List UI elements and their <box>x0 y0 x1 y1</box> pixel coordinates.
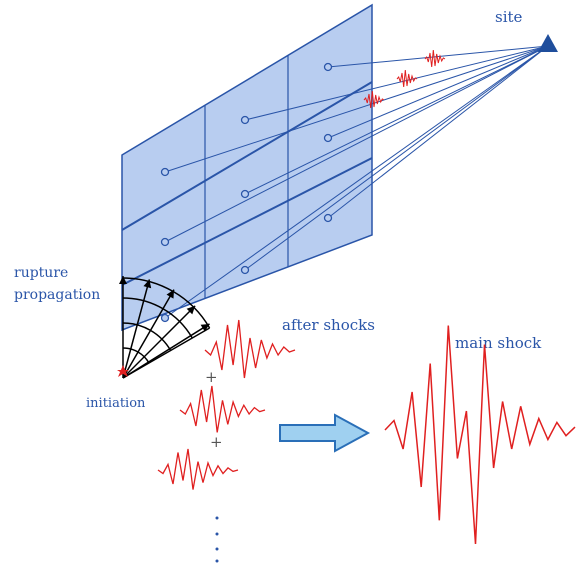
arrow <box>280 415 368 451</box>
waveform <box>425 50 445 67</box>
diagram: site rupture propagation initiation afte… <box>0 0 582 566</box>
main-shock-label: main shock <box>455 334 542 352</box>
plus-sign: + <box>210 433 223 451</box>
ellipsis <box>216 517 219 563</box>
waveform <box>158 449 238 490</box>
waveform <box>180 386 265 432</box>
rupture-label: rupture <box>14 265 68 281</box>
site-marker <box>538 34 558 52</box>
after-shocks-label: after shocks <box>282 316 375 334</box>
subfault <box>242 117 249 124</box>
site-label: site <box>495 8 523 26</box>
propagation-label: propagation <box>14 287 100 303</box>
subfault <box>242 267 249 274</box>
subfault <box>325 135 332 142</box>
subfault <box>325 215 332 222</box>
plus-sign: + <box>205 368 218 386</box>
subfault <box>162 169 169 176</box>
subfault <box>162 315 169 322</box>
subfault <box>325 64 332 71</box>
waveform <box>385 326 575 545</box>
subfault <box>162 239 169 246</box>
initiation-label: initiation <box>86 396 146 411</box>
subfault <box>242 191 249 198</box>
arrowhead <box>201 324 210 332</box>
fault-plane <box>122 5 372 330</box>
